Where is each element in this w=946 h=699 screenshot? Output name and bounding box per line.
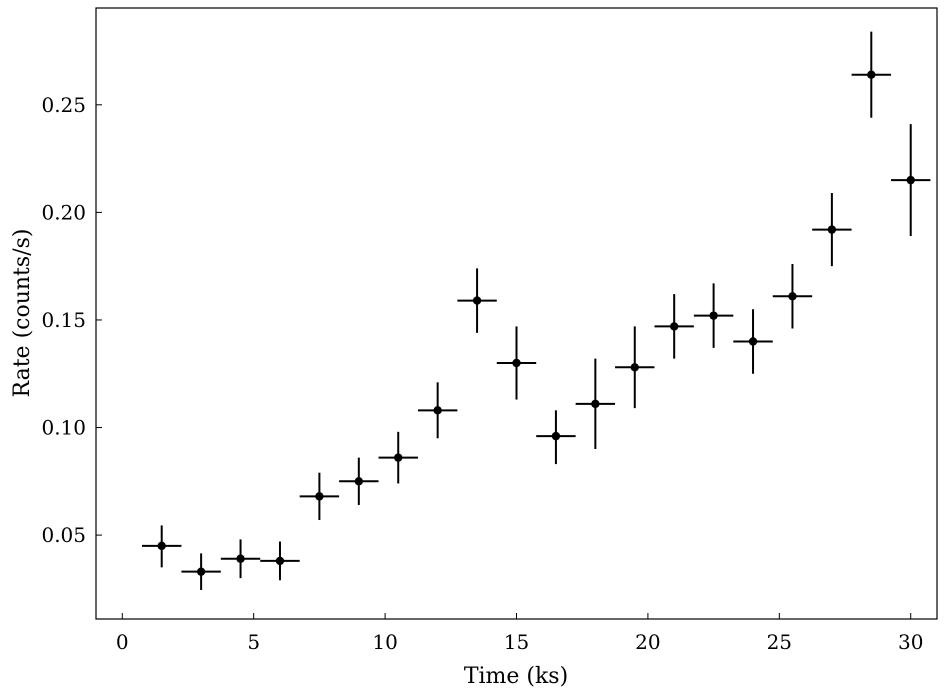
y-tick-label: 0.15 (41, 308, 86, 332)
data-point-group (181, 553, 221, 590)
data-point-group (733, 309, 773, 374)
data-point (433, 406, 442, 415)
x-tick-label: 20 (635, 630, 660, 654)
x-tick-label: 25 (767, 630, 792, 654)
data-point (196, 567, 206, 576)
data-point (867, 70, 876, 79)
data-point-group (260, 541, 300, 581)
data-point (275, 556, 285, 566)
data-point (709, 311, 718, 320)
data-point (512, 358, 521, 368)
x-tick-label: 30 (898, 630, 923, 654)
x-tick-label: 5 (247, 630, 260, 654)
data-point (827, 225, 837, 234)
data-point (236, 554, 245, 563)
x-tick-label: 0 (116, 630, 129, 654)
data-point (669, 322, 679, 331)
data-point (551, 431, 561, 441)
data-point (788, 292, 797, 301)
data-point-group (615, 326, 655, 409)
y-axis-ticks: 0.05 0.10 0.15 0.20 0.25 (41, 93, 102, 547)
data-point-group (496, 326, 537, 400)
data-point (748, 337, 758, 346)
data-point (315, 492, 324, 501)
data-point-group (693, 283, 734, 348)
x-axis-ticks: 0 5 10 15 20 25 30 (116, 613, 923, 654)
data-point-group (772, 264, 813, 329)
data-point-group (575, 358, 616, 450)
data-point (394, 453, 403, 462)
y-tick-label: 0.10 (41, 416, 86, 440)
data-point (354, 477, 364, 486)
data-point (906, 175, 915, 185)
x-axis-label: Time (ks) (464, 664, 568, 689)
data-layer (141, 31, 931, 590)
data-point-group (457, 268, 497, 333)
data-point (157, 541, 166, 551)
plot-frame (95, 7, 938, 620)
y-axis-label: Rate (counts/s) (10, 229, 35, 398)
data-point-group (141, 525, 182, 568)
data-point-group (812, 193, 852, 267)
y-tick-label: 0.05 (41, 523, 86, 547)
data-point-group (220, 539, 261, 579)
data-point-group (339, 457, 379, 505)
data-point (472, 296, 482, 305)
data-point-group (891, 124, 931, 237)
data-point (591, 399, 600, 409)
data-point-group (299, 472, 340, 521)
data-point-group (536, 410, 576, 465)
y-tick-label: 0.25 (41, 93, 86, 117)
data-point-group (417, 382, 458, 439)
data-point-group (378, 431, 418, 484)
data-point-group (654, 294, 694, 359)
x-tick-label: 15 (504, 630, 529, 654)
data-point-group (851, 31, 892, 118)
y-tick-label: 0.20 (41, 200, 86, 224)
data-point (630, 363, 639, 372)
x-tick-label: 10 (372, 630, 397, 654)
